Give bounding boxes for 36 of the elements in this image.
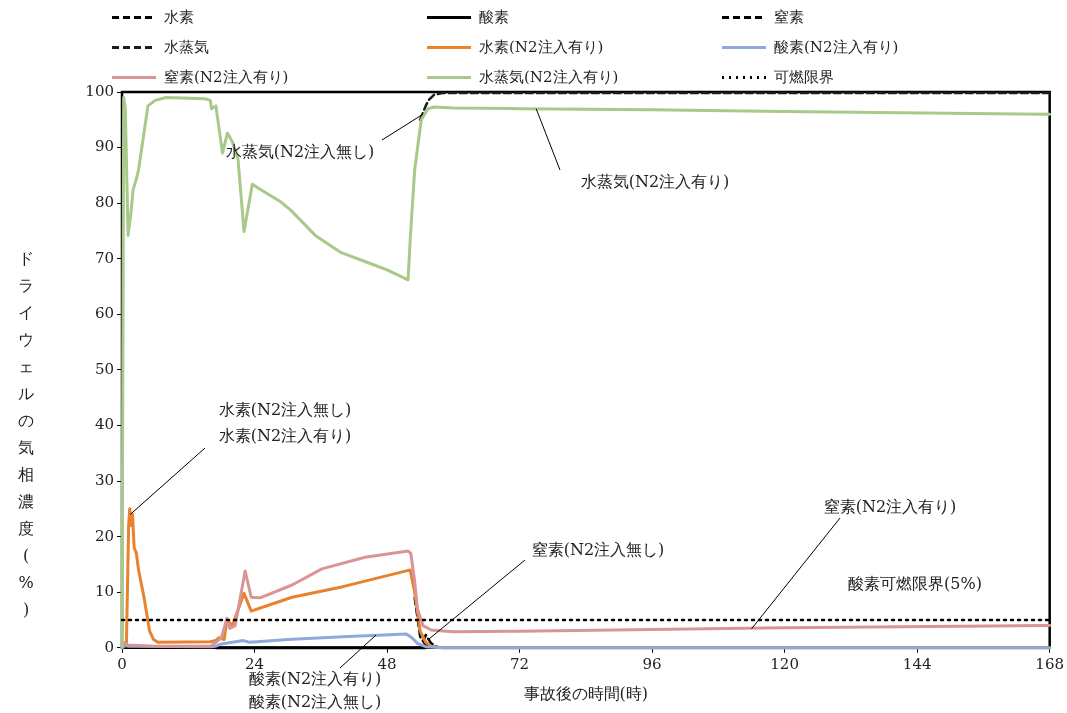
text: 酸素(N2注入無し) — [248, 692, 382, 712]
x-tick-label: 144 — [902, 654, 932, 673]
annotation: 酸素可燃限界(5%) — [848, 574, 982, 594]
x-tick-label: 72 — [510, 654, 530, 673]
legend-label: 水蒸気 — [164, 37, 209, 57]
y-tick-label: 100 — [85, 81, 114, 100]
y-tick-label: 60 — [94, 304, 114, 323]
annotation: 水素(N2注入有り) — [218, 426, 352, 446]
y-tick-label: 30 — [94, 470, 114, 489]
y-tick-label: 70 — [94, 248, 114, 267]
legend-label: 水素(N2注入有り) — [479, 37, 604, 57]
y-tick-label: 90 — [94, 137, 114, 156]
annotation: 水蒸気(N2注入有り) — [580, 172, 730, 192]
text: ドライウェルの気相濃度(%) — [18, 249, 34, 619]
legend-label: 水素 — [164, 7, 194, 27]
legend-label: 酸素(N2注入有り) — [774, 37, 899, 57]
annotation: 窒素(N2注入無し) — [531, 540, 665, 560]
y-tick-label: 40 — [94, 415, 114, 434]
annotation: 窒素(N2注入有り) — [823, 497, 957, 517]
legend-label: 酸素 — [479, 7, 509, 27]
y-tick-label: 10 — [94, 582, 114, 601]
y-tick-label: 20 — [94, 526, 114, 545]
x-tick-label: 120 — [770, 654, 799, 673]
x-tick-label: 168 — [1035, 654, 1065, 673]
legend-label: 窒素(N2注入有り) — [164, 67, 289, 87]
legend-label: 水蒸気(N2注入有り) — [479, 67, 619, 87]
x-tick-label: 96 — [642, 654, 662, 673]
legend-label: 可燃限界 — [774, 67, 834, 87]
legend-label: 窒素 — [774, 7, 804, 27]
x-axis-title: 事故後の時間(時) — [523, 683, 649, 703]
x-tick-label: 0 — [117, 654, 127, 673]
y-tick-label: 0 — [104, 637, 114, 656]
y-tick-label: 50 — [94, 359, 114, 378]
annotation: 水素(N2注入無し) — [218, 400, 352, 420]
annotation: 水蒸気(N2注入無し) — [225, 142, 375, 162]
y-tick-label: 80 — [94, 193, 114, 212]
